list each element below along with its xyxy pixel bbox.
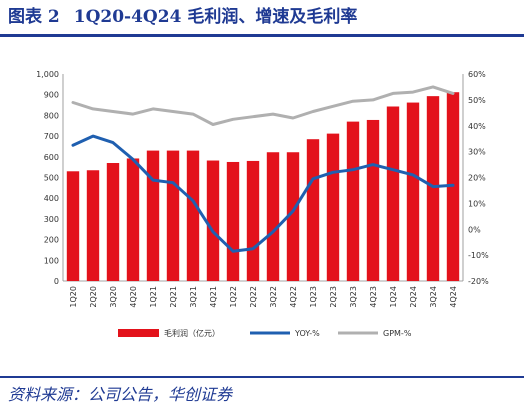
right-tick-label: 0% — [468, 225, 481, 234]
x-tick-label: 1Q24 — [389, 286, 398, 308]
right-tick-label: 50% — [468, 96, 486, 105]
combo-chart: 0 100 200 300 400 500 600 700 800 900 1,000 -20% -10… — [36, 70, 489, 338]
x-tick-label: 1Q22 — [229, 286, 238, 308]
bar — [86, 170, 100, 281]
bar — [286, 152, 300, 281]
x-tick-label: 1Q20 — [69, 286, 78, 308]
bar — [266, 152, 280, 281]
figure-title: 图表 2 1Q20-4Q24 毛利润、增速及毛利率 — [8, 2, 357, 27]
bar — [226, 161, 240, 281]
top-rule — [0, 34, 524, 37]
left-tick-label: 800 — [44, 111, 59, 120]
legend-label-bar: 毛利润（亿元） — [164, 328, 220, 338]
x-tick-label: 2Q24 — [409, 286, 418, 308]
left-tick-label: 500 — [44, 174, 59, 183]
x-tick-label: 3Q23 — [349, 286, 358, 308]
right-tick-label: 20% — [468, 174, 486, 183]
x-tick-label: 4Q21 — [209, 286, 218, 308]
x-tick-label: 4Q23 — [369, 286, 378, 308]
bar — [166, 150, 180, 281]
gpm-line — [71, 85, 455, 126]
x-tick-label: 4Q20 — [129, 286, 138, 308]
yoy-line — [71, 134, 455, 253]
x-tick-label: 1Q23 — [309, 286, 318, 308]
bottom-rule — [0, 376, 524, 378]
bar — [406, 102, 420, 281]
x-tick-label: 4Q24 — [449, 286, 458, 308]
bar — [146, 150, 160, 281]
x-tick-label: 3Q24 — [429, 286, 438, 308]
right-tick-label: 10% — [468, 199, 486, 208]
bar — [186, 150, 200, 281]
bar — [386, 106, 400, 282]
chart-title: 1Q20-4Q24 毛利润、增速及毛利率 — [73, 7, 358, 27]
x-tick-label: 2Q20 — [89, 286, 98, 308]
x-tick-label: 3Q22 — [269, 286, 278, 308]
right-tick-label: 60% — [468, 70, 486, 79]
right-tick-label: 40% — [468, 122, 486, 131]
left-tick-label: 200 — [44, 236, 59, 245]
bar — [306, 139, 320, 281]
right-tick-label: -20% — [468, 277, 489, 286]
left-tick-label: 700 — [44, 132, 59, 141]
bar — [126, 158, 140, 281]
left-tick-label: 100 — [44, 256, 59, 265]
bar — [346, 121, 360, 281]
legend-label-yoy: YOY-% — [294, 329, 320, 338]
left-tick-label: 1,000 — [36, 70, 59, 79]
left-tick-label: 300 — [44, 215, 59, 224]
right-tick-label: -10% — [468, 251, 489, 260]
bar — [326, 133, 340, 281]
source-note: 资料来源：公司公告，华创证券 — [8, 385, 233, 404]
left-tick-label: 400 — [44, 194, 59, 203]
x-tick-label: 2Q23 — [329, 286, 338, 308]
bar — [206, 160, 220, 281]
x-tick-label: 3Q21 — [189, 286, 198, 308]
bar — [426, 96, 440, 281]
bar — [106, 163, 120, 281]
left-tick-label: 900 — [44, 91, 59, 100]
figure-label: 图表 2 — [8, 7, 60, 27]
bar — [246, 160, 260, 281]
left-tick-label: 600 — [44, 153, 59, 162]
x-tick-label: 2Q22 — [249, 286, 258, 308]
x-tick-label: 1Q21 — [149, 286, 158, 308]
right-tick-label: 30% — [468, 148, 486, 157]
x-tick-label: 2Q21 — [169, 286, 178, 308]
bar — [366, 119, 380, 281]
bar — [66, 171, 80, 281]
left-tick-label: 0 — [54, 277, 59, 286]
x-tick-label: 3Q20 — [109, 286, 118, 308]
legend-swatch-bar — [118, 329, 159, 337]
legend-label-gpm: GPM-% — [383, 329, 412, 338]
x-tick-label: 4Q22 — [289, 286, 298, 308]
